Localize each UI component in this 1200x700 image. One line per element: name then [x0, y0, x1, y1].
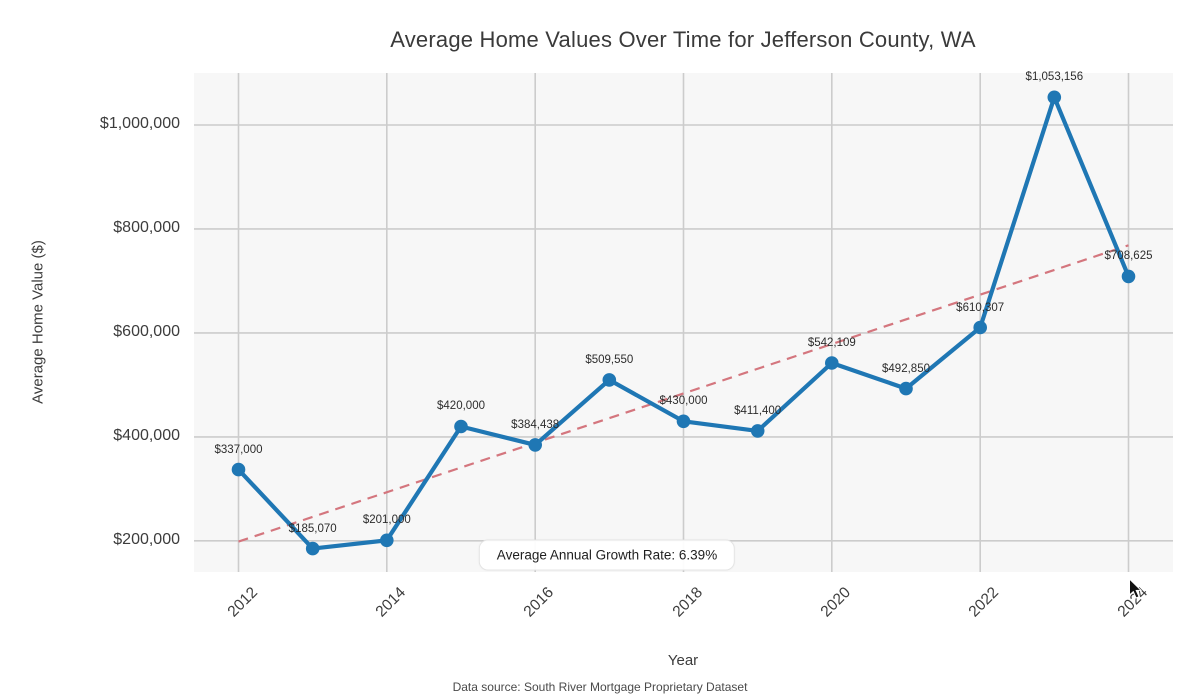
- data-point-marker: [305, 541, 320, 556]
- data-label: $420,000: [437, 400, 485, 413]
- chart-canvas: [194, 73, 1173, 572]
- y-tick-label: $1,000,000: [99, 114, 180, 132]
- data-label: $185,070: [288, 522, 337, 535]
- data-label: $337,000: [214, 443, 263, 456]
- y-tick-label: $800,000: [113, 218, 180, 236]
- data-point-marker: [380, 533, 394, 548]
- y-tick-label: $200,000: [113, 530, 180, 548]
- data-point-marker: [1047, 90, 1062, 105]
- data-label: $1,053,156: [1025, 71, 1084, 84]
- data-point-marker: [825, 356, 839, 370]
- data-label: $430,000: [659, 395, 708, 408]
- data-label: $384,438: [511, 418, 560, 431]
- x-axis-label: Year: [667, 652, 699, 669]
- chart-title: Average Home Values Over Time for Jeffer…: [390, 27, 976, 52]
- data-label: $610,307: [956, 301, 1005, 314]
- growth-rate-annotation: Average Annual Growth Rate: 6.39%: [478, 539, 736, 571]
- data-label: $492,850: [882, 362, 930, 375]
- data-point-marker: [899, 381, 913, 396]
- trend-line: [238, 244, 1129, 543]
- data-label: $201,000: [362, 514, 411, 527]
- data-point-marker: [602, 373, 617, 387]
- plot-area: [194, 73, 1173, 572]
- company-logo: South River Mortgage: [0, 610, 350, 690]
- data-label: $708,625: [1104, 250, 1153, 263]
- data-point-marker: [231, 462, 246, 477]
- data-point-marker: [676, 414, 691, 429]
- data-point-marker: [750, 424, 765, 438]
- mouse-cursor: [1129, 578, 1143, 599]
- x-tick-label: 2016: [520, 584, 558, 621]
- y-tick-label: $400,000: [113, 426, 180, 444]
- x-tick-label: 2020: [817, 584, 854, 621]
- data-source-note: Data source: South River Mortgage Propri…: [452, 680, 748, 694]
- y-axis-label: Average Home Value ($): [29, 240, 47, 404]
- data-point-marker: [528, 438, 542, 452]
- data-point-marker: [454, 419, 468, 434]
- data-label: $411,400: [734, 404, 782, 417]
- y-tick-label: $600,000: [113, 322, 180, 340]
- data-label: $509,550: [585, 353, 634, 366]
- data-point-marker: [1121, 269, 1136, 284]
- data-label: $542,109: [807, 336, 856, 349]
- x-tick-label: 2022: [965, 584, 1003, 621]
- data-point-marker: [973, 320, 987, 335]
